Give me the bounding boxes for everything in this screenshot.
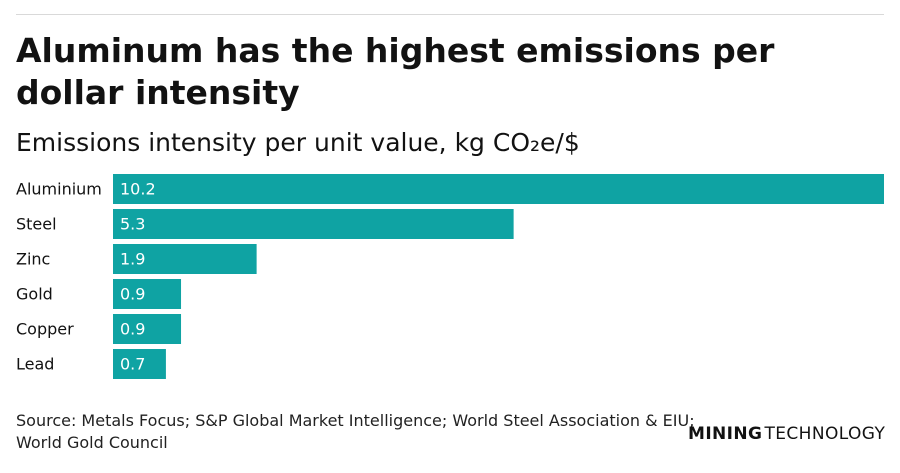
data-label: 0.9: [120, 285, 145, 304]
data-label: 10.2: [120, 180, 156, 199]
category-label: Zinc: [16, 250, 50, 269]
category-label: Lead: [16, 355, 54, 374]
category-label: Aluminium: [16, 180, 102, 199]
brand-technology: TECHNOLOGY: [764, 424, 886, 444]
bar: [113, 209, 514, 239]
chart-title: Aluminum has the highest emissions per d…: [16, 31, 775, 112]
category-label: Gold: [16, 285, 53, 304]
data-label: 5.3: [120, 215, 145, 234]
bar: [113, 349, 166, 379]
bar: [113, 244, 257, 274]
data-label: 0.7: [120, 355, 145, 374]
category-label: Copper: [16, 320, 74, 339]
brand-mining: MINING: [688, 424, 763, 444]
chart-subtitle: Emissions intensity per unit value, kg C…: [16, 128, 580, 157]
bar: [113, 174, 884, 204]
bar-chart: Aluminium 10.2 Steel 5.3 Zinc 1.9 Gold 0.9 Coppe…: [16, 174, 884, 379]
category-label: Steel: [16, 215, 57, 234]
data-label: 1.9: [120, 250, 145, 269]
bar: [113, 314, 182, 344]
bar: [113, 279, 182, 309]
brand-logo: MINING TECHNOLOGY: [688, 424, 885, 444]
data-label: 0.9: [120, 320, 145, 339]
source-note: Source: Metals Focus; S&P Global Market …: [16, 411, 695, 452]
top-rule: [16, 14, 884, 15]
